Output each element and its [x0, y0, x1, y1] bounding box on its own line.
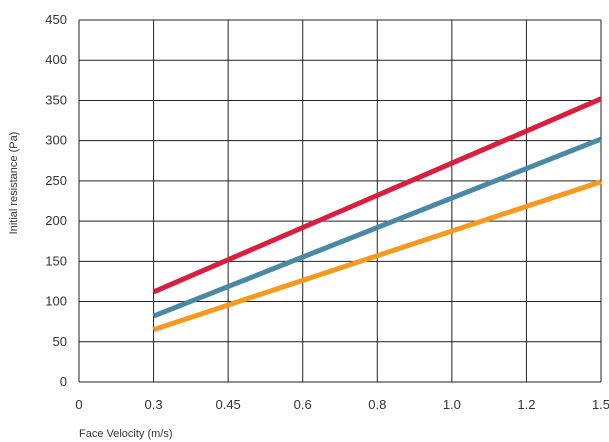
series-lines [152, 96, 602, 333]
y-tick-label-4: 200 [45, 213, 67, 228]
y-tick-label-7: 350 [45, 92, 67, 107]
x-tick-labels: 0 0.3 0.45 0.6 0.8 1.0 1.2 1.5 [75, 397, 609, 412]
x-axis-label: Face Velocity (m/s) [79, 428, 173, 440]
y-tick-label-3: 150 [45, 253, 67, 268]
grid-lines [78, 19, 602, 383]
y-tick-label-5: 250 [45, 173, 67, 188]
y-axis-label: Initial resistance (Pa) [8, 132, 20, 235]
y-tick-label-1: 50 [53, 334, 67, 349]
y-tick-label-2: 100 [45, 294, 67, 309]
y-tick-label-8: 400 [45, 52, 67, 67]
x-tick-label-6: 1.2 [517, 397, 535, 412]
y-tick-labels: 0 50 100 150 200 250 300 350 400 450 [45, 12, 67, 389]
x-tick-label-1: 0.3 [145, 397, 163, 412]
series-line-2 [152, 136, 602, 319]
series-line-1 [152, 96, 602, 295]
x-tick-label-4: 0.8 [368, 397, 386, 412]
y-tick-label-9: 450 [45, 12, 67, 27]
x-tick-label-2: 0.45 [215, 397, 240, 412]
series-line-3 [152, 179, 602, 333]
x-tick-label-0: 0 [75, 397, 82, 412]
x-tick-label-7: 1.5 [592, 397, 609, 412]
y-tick-label-0: 0 [60, 374, 67, 389]
x-tick-label-5: 1.0 [443, 397, 461, 412]
y-tick-label-6: 300 [45, 133, 67, 148]
x-tick-label-3: 0.6 [294, 397, 312, 412]
